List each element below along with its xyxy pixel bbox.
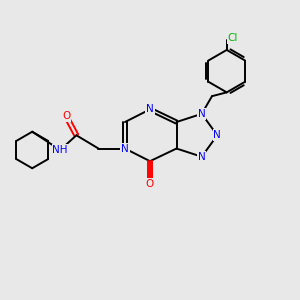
Text: Cl: Cl <box>227 33 238 43</box>
Text: O: O <box>146 179 154 189</box>
Text: N: N <box>213 130 221 140</box>
Text: N: N <box>121 143 129 154</box>
Text: N: N <box>198 109 206 119</box>
Text: O: O <box>62 111 70 121</box>
Text: NH: NH <box>52 145 68 155</box>
Text: N: N <box>198 152 206 162</box>
Text: N: N <box>146 104 154 114</box>
